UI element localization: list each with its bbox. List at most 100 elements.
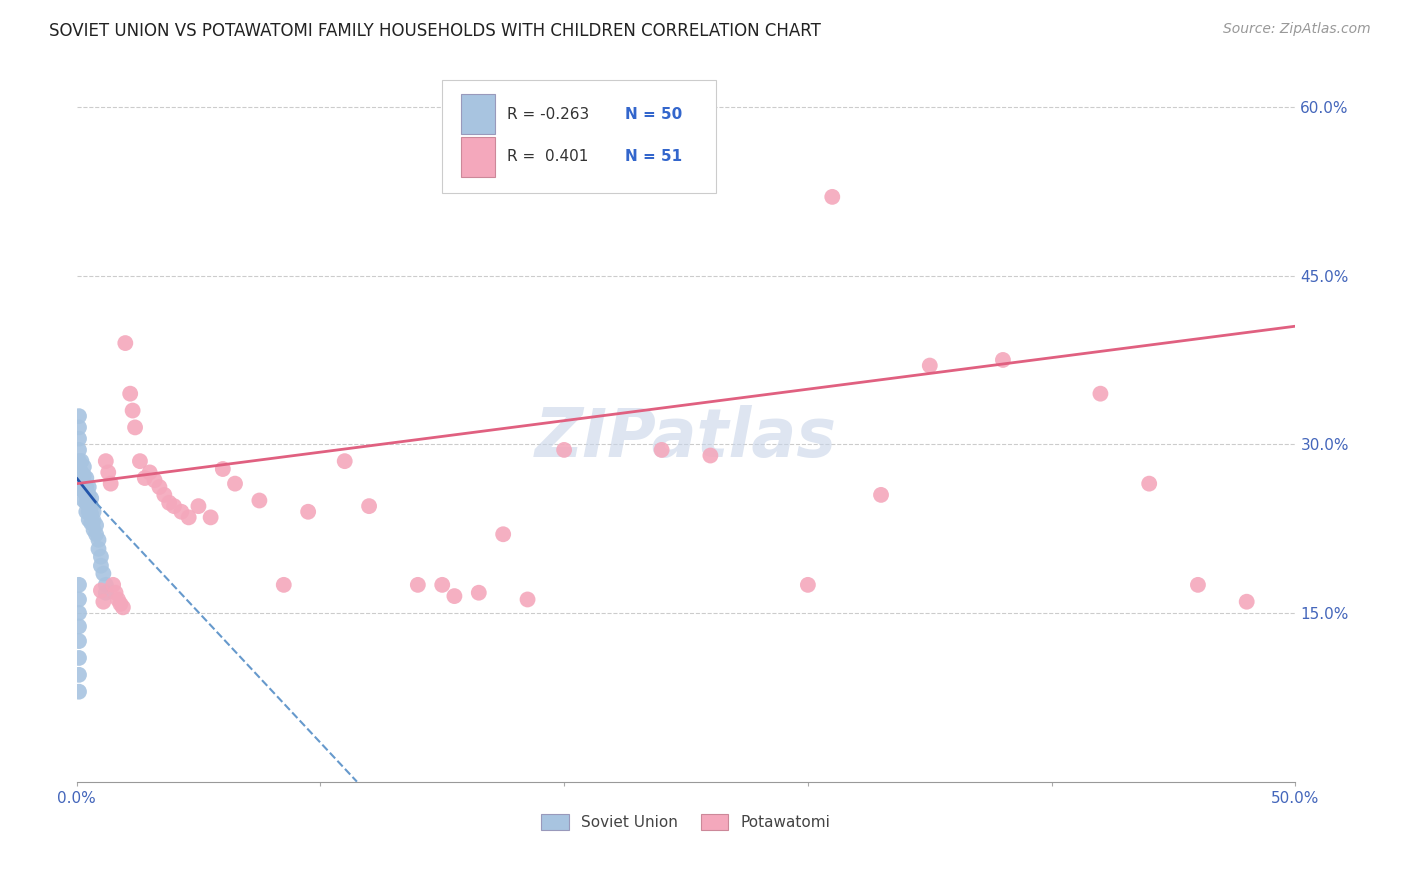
Point bbox=[83, 505, 105, 519]
Point bbox=[77, 480, 100, 494]
Point bbox=[67, 684, 90, 698]
Point bbox=[67, 606, 90, 620]
Point bbox=[200, 510, 222, 524]
Point bbox=[70, 471, 93, 485]
Point bbox=[170, 505, 193, 519]
Text: R = -0.263: R = -0.263 bbox=[506, 107, 589, 122]
Point bbox=[699, 449, 721, 463]
Point bbox=[94, 578, 117, 592]
Point bbox=[73, 459, 96, 474]
Point bbox=[90, 549, 112, 564]
Legend: Soviet Union, Potawatomi: Soviet Union, Potawatomi bbox=[536, 808, 837, 836]
Point bbox=[75, 488, 97, 502]
Point bbox=[111, 600, 134, 615]
Text: N = 51: N = 51 bbox=[626, 149, 682, 164]
Point bbox=[67, 466, 90, 480]
Point bbox=[553, 442, 575, 457]
Point bbox=[224, 476, 246, 491]
Point bbox=[870, 488, 893, 502]
Point bbox=[75, 496, 97, 510]
Point bbox=[114, 336, 136, 351]
Point bbox=[100, 476, 122, 491]
Point bbox=[87, 541, 110, 556]
Point bbox=[73, 468, 96, 483]
Point bbox=[67, 634, 90, 648]
Point bbox=[918, 359, 941, 373]
Point bbox=[83, 514, 105, 528]
Point bbox=[359, 499, 381, 513]
Point bbox=[80, 491, 103, 506]
Point bbox=[90, 583, 112, 598]
Point bbox=[97, 466, 120, 480]
Point bbox=[67, 409, 90, 424]
Point bbox=[73, 493, 96, 508]
Point bbox=[67, 592, 90, 607]
Point bbox=[80, 507, 103, 521]
Point bbox=[67, 432, 90, 446]
Point bbox=[153, 488, 176, 502]
Point bbox=[177, 510, 200, 524]
Point bbox=[87, 533, 110, 547]
Point bbox=[124, 420, 146, 434]
Point bbox=[101, 578, 124, 592]
Text: SOVIET UNION VS POTAWATOMI FAMILY HOUSEHOLDS WITH CHILDREN CORRELATION CHART: SOVIET UNION VS POTAWATOMI FAMILY HOUSEH… bbox=[49, 22, 821, 40]
Point bbox=[432, 578, 454, 592]
Point bbox=[80, 499, 103, 513]
Text: R =  0.401: R = 0.401 bbox=[506, 149, 588, 164]
Point bbox=[333, 454, 356, 468]
Point bbox=[75, 505, 97, 519]
Point bbox=[651, 442, 673, 457]
Point bbox=[211, 462, 233, 476]
Point bbox=[148, 480, 170, 494]
Point bbox=[73, 484, 96, 499]
Point bbox=[90, 558, 112, 573]
Text: ZIPatlas: ZIPatlas bbox=[536, 405, 837, 471]
Point bbox=[143, 473, 166, 487]
Point bbox=[80, 516, 103, 530]
Point bbox=[77, 488, 100, 502]
Point bbox=[1187, 578, 1209, 592]
Point bbox=[94, 454, 117, 468]
Point bbox=[94, 585, 117, 599]
Point bbox=[129, 454, 152, 468]
Point bbox=[1090, 386, 1112, 401]
Point bbox=[120, 386, 142, 401]
Point bbox=[93, 595, 115, 609]
Bar bbox=[461, 136, 495, 177]
Point bbox=[70, 454, 93, 468]
Point bbox=[187, 499, 209, 513]
Point bbox=[67, 454, 90, 468]
Point bbox=[83, 523, 105, 537]
Point bbox=[73, 476, 96, 491]
Text: N = 50: N = 50 bbox=[626, 107, 682, 122]
Point bbox=[516, 592, 538, 607]
Point bbox=[1137, 476, 1160, 491]
Point bbox=[297, 505, 319, 519]
Point bbox=[273, 578, 295, 592]
Point bbox=[121, 403, 143, 417]
Point bbox=[67, 420, 90, 434]
Point bbox=[247, 493, 270, 508]
Point bbox=[163, 499, 186, 513]
Point bbox=[93, 566, 115, 581]
Point bbox=[406, 578, 429, 592]
Point bbox=[70, 483, 93, 497]
Bar bbox=[461, 95, 495, 135]
Point bbox=[443, 589, 465, 603]
Point bbox=[75, 480, 97, 494]
Point bbox=[492, 527, 515, 541]
Point bbox=[110, 597, 132, 611]
Point bbox=[1236, 595, 1258, 609]
Point bbox=[67, 442, 90, 457]
Point bbox=[77, 496, 100, 510]
Point bbox=[67, 619, 90, 633]
Point bbox=[157, 496, 180, 510]
Point bbox=[67, 578, 90, 592]
Point bbox=[821, 190, 844, 204]
FancyBboxPatch shape bbox=[443, 80, 717, 194]
Point bbox=[104, 585, 127, 599]
Point bbox=[138, 466, 160, 480]
Point bbox=[468, 585, 491, 599]
Point bbox=[77, 505, 100, 519]
Point bbox=[70, 476, 93, 491]
